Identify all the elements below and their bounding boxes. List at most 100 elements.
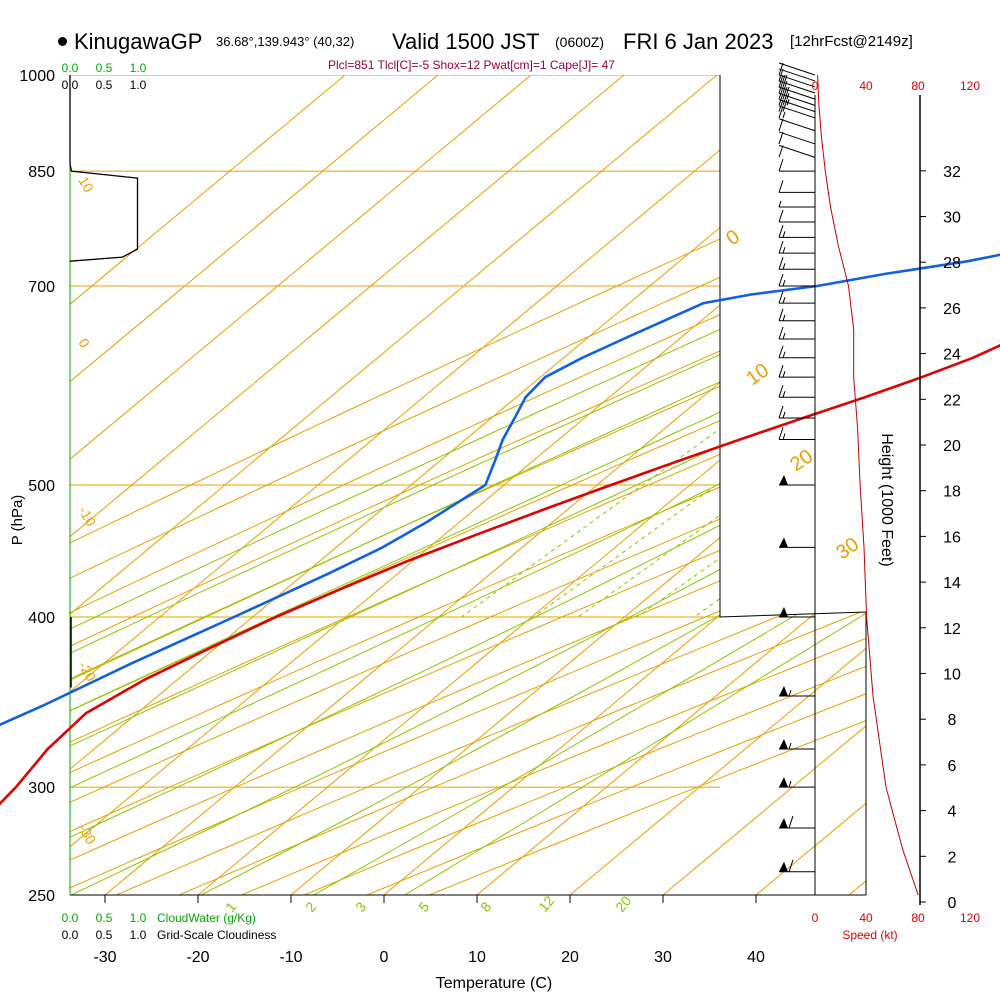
- pressure-tick-label: 400: [28, 610, 55, 627]
- moist-adiabat-label: 10: [742, 359, 773, 390]
- wind-barb: [778, 118, 816, 132]
- wind-barb-flag: [778, 364, 784, 378]
- dry-adiabat-line: [70, 75, 866, 895]
- y-axis-label: P (hPa): [9, 495, 26, 546]
- dry-adiabat-line: [70, 75, 866, 895]
- wind-barb-flag: [778, 257, 784, 270]
- wind-barb-flag: [778, 62, 784, 76]
- wind-barb: [779, 685, 815, 697]
- wind-barb: [778, 86, 816, 100]
- bottom-cloudiness-scale: 1.0: [130, 928, 147, 942]
- height-tick-label: 14: [943, 575, 961, 592]
- wind-barb-half: [782, 111, 786, 119]
- dry-adiabat-line: [70, 75, 866, 895]
- wind-barb-flag: [778, 290, 784, 304]
- valid-date: FRI 6 Jan 2023: [623, 29, 774, 54]
- speed-top-label: 120: [960, 79, 980, 93]
- wind-barb-half: [778, 200, 782, 208]
- height-tick-label: 22: [943, 392, 961, 409]
- mixing-ratio-label: 8: [477, 899, 494, 915]
- wind-barb: [778, 364, 815, 378]
- wind-barb-half: [782, 231, 786, 238]
- wind-barb-flag: [778, 240, 784, 254]
- height-tick-label: 4: [948, 804, 957, 821]
- height-tick-label: 6: [948, 758, 957, 775]
- pressure-tick-label: 850: [28, 164, 55, 181]
- pressure-tick-label: 500: [28, 478, 55, 495]
- dry-adiabat-line: [70, 75, 866, 895]
- wind-barb: [778, 62, 816, 76]
- wind-barb-half: [782, 279, 786, 287]
- bottom-cloudwater-scale: 1.0: [130, 911, 147, 925]
- height-tick-label: 12: [943, 621, 961, 638]
- temperature-tick-label: -10: [279, 949, 302, 966]
- wind-barb-flag: [778, 385, 784, 398]
- mixing-ratio-line: [533, 75, 866, 618]
- wind-barb: [779, 475, 815, 486]
- wind-barb-flag: [782, 86, 788, 100]
- isotherm-line: [476, 75, 866, 895]
- station-name: KinugawaGP: [74, 29, 203, 54]
- wind-barb-staff: [778, 92, 816, 106]
- wind-barb-flag: [782, 80, 788, 94]
- mixing-ratio-line: [745, 75, 866, 618]
- wind-barb: [778, 427, 815, 440]
- dry-adiabat-line: [122, 75, 866, 895]
- wind-barb-staff: [778, 144, 816, 158]
- temperature-tick-label: 10: [468, 949, 486, 966]
- bottom-cloudwater-scale: 0.5: [96, 911, 113, 925]
- temperature-line: [0, 343, 1000, 806]
- wind-barb-half: [788, 689, 792, 697]
- wind-barb-flag: [778, 427, 784, 440]
- wind-barb: [778, 405, 815, 419]
- wind-barb: [778, 80, 816, 94]
- wind-barb: [778, 345, 815, 359]
- wind-barb: [779, 606, 815, 618]
- moist-adiabat-label: 30: [832, 533, 863, 564]
- temperature-tick-label: 0: [380, 949, 389, 966]
- isotherm-line: [569, 75, 866, 895]
- wind-barb-flag: [782, 74, 788, 88]
- wind-barb-staff: [778, 74, 816, 88]
- wind-barb-half: [782, 74, 786, 82]
- wind-barb-half: [782, 433, 786, 440]
- speed-bottom-label: 80: [911, 911, 925, 925]
- top-cloudiness-scale: 0.5: [96, 78, 113, 92]
- wind-barb-flag: [778, 105, 784, 119]
- speed-bottom-label: 40: [859, 911, 873, 925]
- dry-adiabat-line: [70, 75, 866, 895]
- wind-barb-half: [788, 780, 792, 788]
- wind-barb-flag: [778, 93, 784, 106]
- wind-barb: [779, 777, 815, 788]
- wind-barb-pennant: [779, 606, 788, 617]
- wind-barb-half: [782, 370, 786, 378]
- wind-barb-flag: [778, 68, 784, 82]
- mixing-ratio-label: 20: [612, 893, 634, 915]
- pressure-tick-label: 250: [28, 888, 55, 905]
- wind-barb-half: [782, 296, 786, 304]
- wind-barb-pennant: [779, 777, 788, 788]
- wind-barb: [779, 738, 815, 750]
- pressure-tick-label: 700: [28, 279, 55, 296]
- isotherm-line: [70, 75, 625, 895]
- height-tick-label: 32: [943, 164, 961, 181]
- dewpoint-line: [0, 253, 1000, 727]
- wind-barb: [778, 326, 815, 340]
- wind-barb-half: [782, 246, 786, 254]
- mixing-ratio-label: 12: [535, 893, 557, 915]
- temperature-tick-label: 30: [654, 949, 672, 966]
- wind-barb: [779, 815, 815, 829]
- height-tick-label: 0: [948, 895, 957, 912]
- station-dot-icon: [58, 37, 67, 46]
- height-tick-label: 26: [943, 301, 961, 318]
- wind-barb: [778, 273, 815, 287]
- wind-barb-flag: [782, 93, 788, 106]
- height-tick-label: 16: [943, 529, 961, 546]
- wind-barb: [778, 209, 815, 223]
- wind-barb: [779, 859, 815, 873]
- moist-adiabat-line: [70, 75, 866, 895]
- isotherm-line: [70, 75, 532, 895]
- cloudiness-profile: [69, 75, 139, 262]
- isotherm-line: [197, 75, 866, 895]
